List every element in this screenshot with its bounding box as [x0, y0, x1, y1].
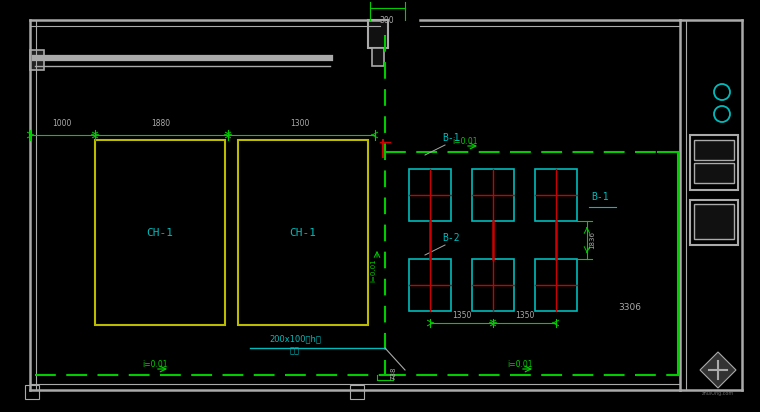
Text: B-1: B-1: [591, 192, 609, 202]
Bar: [694, 163, 734, 183]
Text: CH-1: CH-1: [290, 227, 316, 237]
Text: 3306: 3306: [619, 303, 641, 312]
Bar: [409, 169, 451, 221]
Text: 地沟: 地沟: [290, 346, 300, 355]
Text: i=0.01: i=0.01: [370, 258, 376, 282]
Text: 200x100（h）: 200x100（h）: [269, 334, 321, 343]
Text: B-1: B-1: [442, 133, 460, 143]
Polygon shape: [700, 352, 736, 388]
Bar: [690, 135, 738, 190]
Text: 1880: 1880: [151, 119, 170, 128]
Text: 1000: 1000: [52, 119, 71, 128]
Bar: [409, 259, 451, 311]
Text: B-2: B-2: [442, 233, 460, 243]
Text: 1350: 1350: [451, 311, 471, 320]
Bar: [690, 200, 738, 245]
Text: i=0.01: i=0.01: [452, 137, 478, 146]
Text: i=0.01: i=0.01: [507, 360, 533, 369]
Bar: [238, 140, 368, 325]
Text: i=0.01: i=0.01: [142, 360, 168, 369]
Bar: [350, 385, 364, 399]
Text: 1350: 1350: [515, 311, 534, 320]
Bar: [694, 204, 734, 239]
Text: 1300: 1300: [290, 119, 309, 128]
Bar: [472, 259, 514, 311]
Bar: [30, 50, 44, 70]
Bar: [95, 140, 225, 325]
Text: CH-1: CH-1: [147, 227, 173, 237]
Bar: [535, 169, 577, 221]
Bar: [694, 140, 734, 160]
Text: 300: 300: [380, 16, 394, 25]
Bar: [472, 169, 514, 221]
Bar: [535, 259, 577, 311]
Text: zhulOng.com: zhulOng.com: [702, 391, 734, 396]
Bar: [25, 385, 39, 399]
Text: 738: 738: [390, 367, 396, 380]
Bar: [372, 48, 384, 66]
Bar: [368, 20, 388, 48]
Text: 1836: 1836: [589, 231, 595, 249]
